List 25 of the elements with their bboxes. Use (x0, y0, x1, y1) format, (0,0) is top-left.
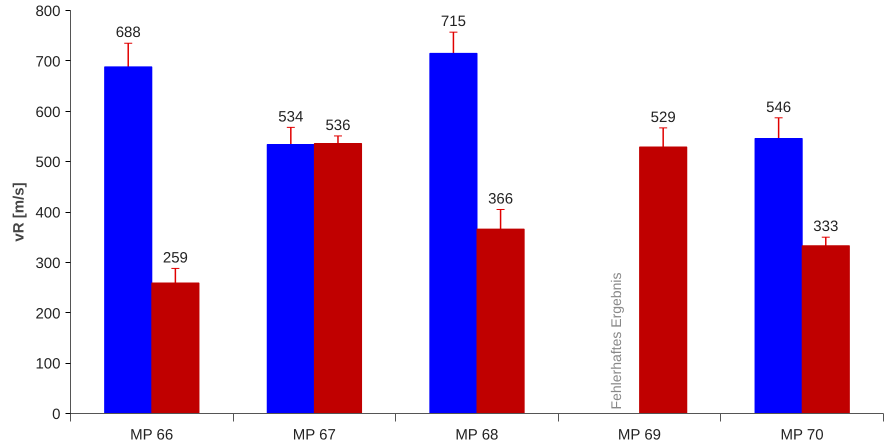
x-tick-label: MP 66 (130, 426, 174, 444)
data-label: 534 (278, 108, 304, 126)
y-axis-title: vR [m/s] (10, 182, 28, 242)
y-tick-label: 200 (35, 305, 61, 322)
data-label: 688 (116, 24, 141, 42)
x-tick-label: MP 69 (618, 426, 662, 444)
data-label: 546 (766, 98, 792, 116)
y-tick-label: 100 (35, 356, 61, 373)
data-label: 536 (325, 116, 350, 134)
y-tick-label: 400 (35, 204, 61, 222)
x-tick-label: MP 70 (780, 426, 824, 444)
data-label: 529 (650, 108, 676, 126)
annotation: Fehlerhaftes Ergebnis (608, 272, 624, 410)
y-tick-label: 300 (35, 254, 61, 272)
y-tick-label: 0 (52, 406, 60, 423)
data-label: 259 (162, 249, 188, 266)
y-tick-label: 600 (35, 104, 61, 121)
y-tick-label: 800 (35, 3, 61, 20)
y-tick-label: 500 (35, 154, 61, 172)
x-tick-label: MP 67 (292, 426, 336, 444)
data-label: 366 (488, 190, 514, 208)
data-label: 333 (813, 218, 838, 236)
x-tick-label: MP 68 (455, 426, 498, 444)
data-label: 715 (440, 13, 466, 30)
y-tick-label: 700 (35, 53, 61, 70)
